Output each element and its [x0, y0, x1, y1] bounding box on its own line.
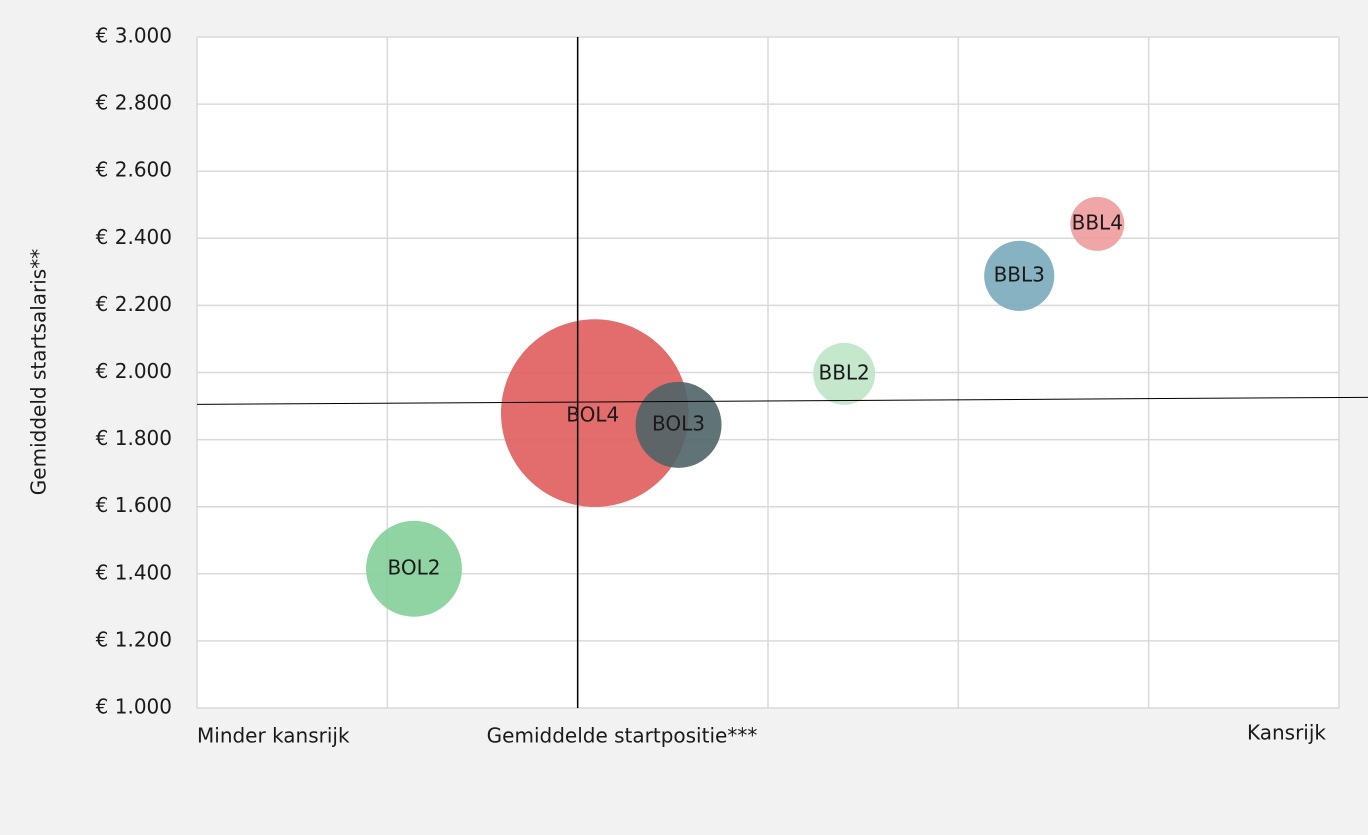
bubble-label: BBL3 [994, 262, 1045, 286]
y-tick-label: € 1.800 [96, 426, 172, 450]
bubble-label: BOL2 [387, 555, 440, 579]
bubble-label: BBL4 [1072, 210, 1123, 234]
x-annotation: Kansrijk [1247, 721, 1326, 745]
bubble-label: BOL3 [652, 411, 705, 435]
bubble [1070, 196, 1125, 251]
y-axis-label: Gemiddeld startsalaris** [27, 249, 51, 495]
x-annotation: Gemiddelde startpositie*** [487, 724, 758, 748]
bubble [366, 520, 462, 617]
y-tick-label: € 3.000 [96, 24, 172, 48]
y-tick-label: € 1.400 [96, 560, 172, 584]
y-tick-label: € 1.200 [96, 627, 172, 651]
y-tick-label: € 1.000 [96, 695, 172, 719]
y-tick-label: € 1.600 [96, 493, 172, 517]
y-tick-label: € 2.400 [96, 225, 172, 249]
reference-line [196, 396, 1368, 405]
y-tick-label: € 2.600 [96, 158, 172, 182]
bubble [984, 240, 1055, 311]
y-tick-label: € 2.200 [96, 292, 172, 316]
bubble [635, 381, 722, 468]
bubble [813, 342, 876, 405]
bubble-label: BBL2 [818, 360, 869, 384]
bubble [500, 319, 689, 507]
y-tick-label: € 2.800 [96, 91, 172, 115]
x-annotation: Minder kansrijk [197, 724, 350, 748]
y-tick-label: € 2.000 [96, 359, 172, 383]
bubble-label: BOL4 [566, 403, 619, 427]
